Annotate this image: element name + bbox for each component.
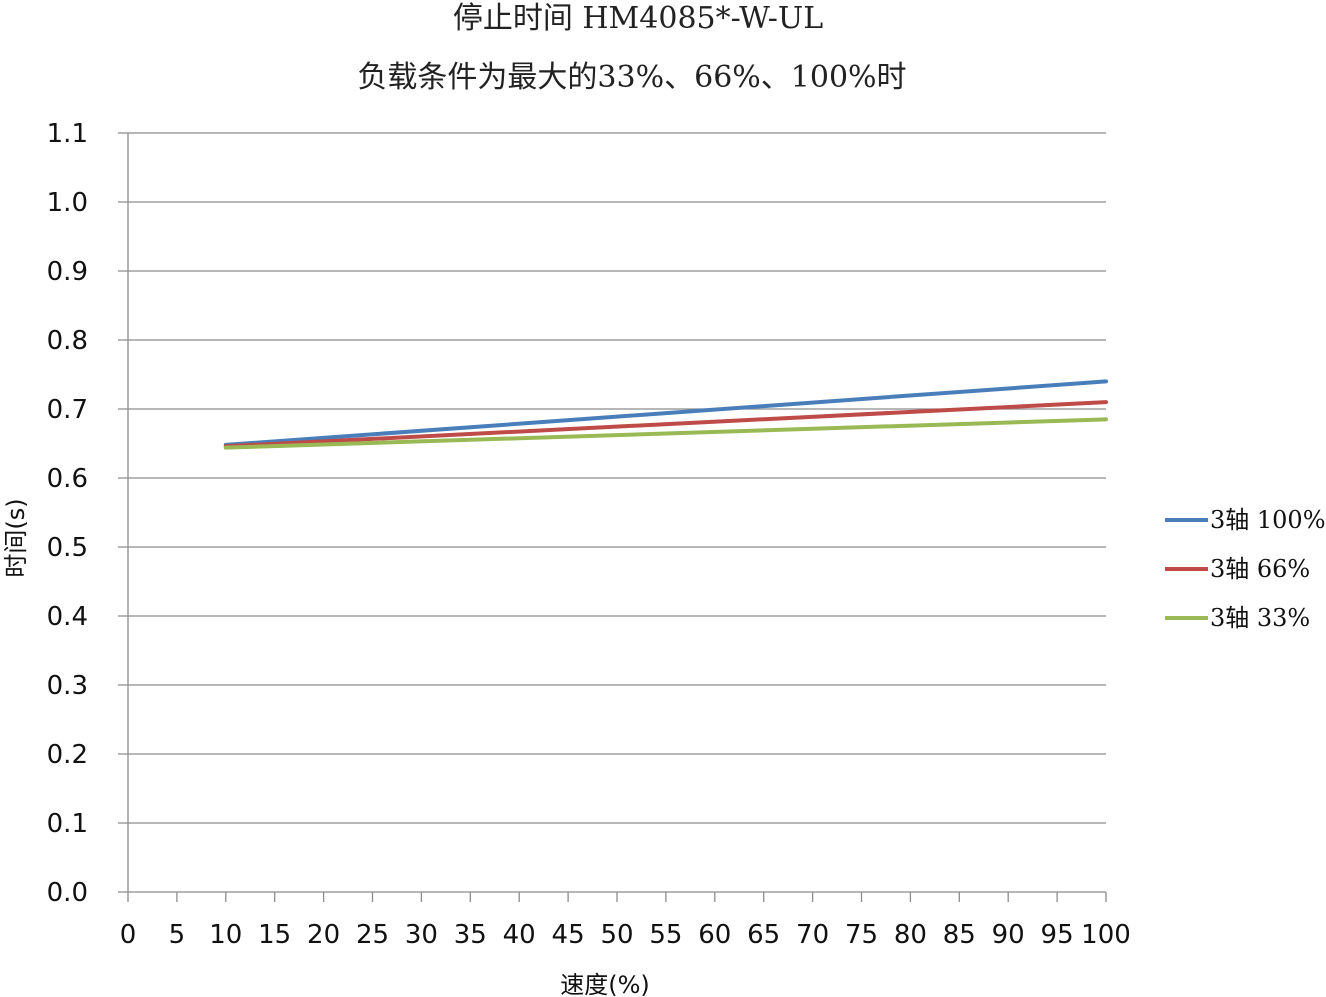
x-tick-label: 80 [894,920,927,950]
x-tick-label: 0 [120,920,137,950]
y-tick-label: 0.0 [47,878,88,908]
x-tick-label: 35 [454,920,487,950]
y-tick-label: 0.6 [47,464,88,494]
x-tick-label: 100 [1081,920,1131,950]
y-tick-label: 0.8 [47,326,88,356]
y-axis-label: 时间(s) [2,498,30,577]
y-tick-label: 0.7 [47,395,88,425]
series-line-1 [223,379,1108,447]
x-tick-label: 45 [552,920,585,950]
series-line-2 [223,400,1108,449]
x-tick-label: 20 [307,920,340,950]
x-tick-label: 65 [747,920,780,950]
x-tick-label: 70 [796,920,829,950]
x-tick-label: 55 [649,920,682,950]
y-tick-label: 1.1 [47,119,88,149]
x-tick-label: 75 [845,920,878,950]
x-tick-label: 60 [698,920,731,950]
y-tick-label: 0.2 [47,740,88,770]
y-tick-label: 0.1 [47,809,88,839]
y-tick-label: 1.0 [47,188,88,218]
legend-label-1: 3轴 100% [1210,506,1326,534]
legend-label-3: 3轴 33% [1210,604,1310,632]
x-tick-label: 95 [1041,920,1074,950]
x-tick-label: 25 [356,920,389,950]
legend-label-2: 3轴 66% [1210,555,1310,583]
x-tick-label: 90 [992,920,1025,950]
series-line-3 [223,417,1108,450]
y-tick-label: 0.3 [47,671,88,701]
y-tick-label: 0.9 [47,257,88,287]
series-lines [223,379,1108,450]
legend: 3轴 100% 3轴 66% 3轴 33% [1165,506,1326,632]
x-tick-label: 30 [405,920,438,950]
x-axis-label: 速度(%) [560,971,650,997]
x-tick-label: 85 [943,920,976,950]
x-tick-label: 10 [209,920,242,950]
y-tick-labels: 0.0 0.1 0.2 0.3 0.4 0.5 0.6 0.7 0.8 0.9 1.0 1.1 [47,119,88,908]
chart-subtitle: 负载条件为最大的33%、66%、100%时 [357,60,906,95]
y-tick-label: 0.5 [47,533,88,563]
chart-title: 停止时间 HM4085*-W-UL [453,1,823,36]
x-tick-labels: 0 5 10 15 20 25 30 35 40 45 50 55 60 65 70 75 80 85 90 95 10… [120,920,1131,950]
x-tick-label: 15 [258,920,291,950]
x-tick-label: 50 [600,920,633,950]
y-tick-label: 0.4 [47,602,88,632]
grid-lines [118,132,1106,824]
x-tick-label: 5 [169,920,186,950]
x-tick-label: 40 [503,920,536,950]
axes [118,133,1107,902]
